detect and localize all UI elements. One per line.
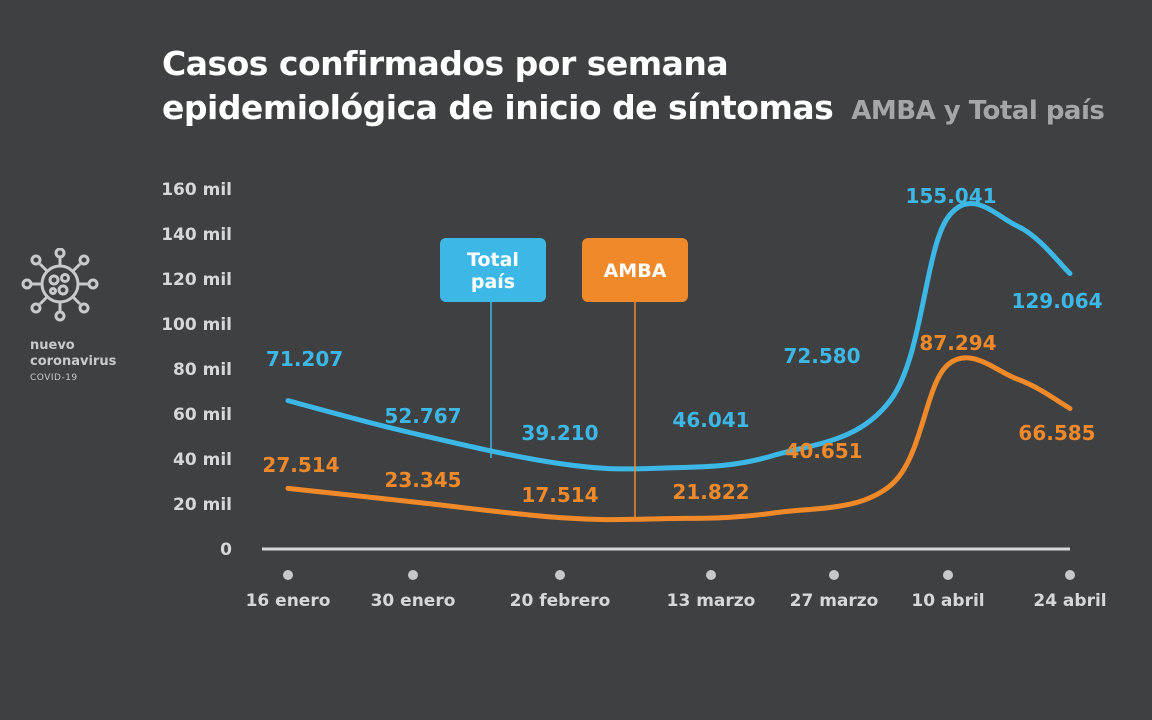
data-label: 155.041 — [905, 184, 996, 208]
y-tick-label: 140 mil — [161, 225, 232, 245]
data-label: 66.585 — [1018, 421, 1095, 445]
legend-box — [582, 238, 688, 302]
x-tick-label: 13 marzo — [667, 591, 756, 611]
chart-title: Casos confirmados por semana epidemiológ… — [162, 42, 1105, 133]
logo-line-2: coronavirus — [30, 354, 117, 369]
title-line-2: epidemiológica de inicio de síntomas AMBA… — [162, 86, 1105, 133]
data-label: 129.064 — [1011, 289, 1102, 313]
chart-subtitle: AMBA y Total país — [851, 96, 1105, 126]
y-tick-label: 120 mil — [161, 270, 232, 290]
y-tick-label: 20 mil — [173, 495, 232, 515]
legend-label: país — [471, 271, 515, 293]
data-label: 72.580 — [783, 344, 860, 368]
title-line-1: Casos confirmados por semana — [162, 44, 729, 83]
x-tick-dot — [283, 570, 293, 580]
x-tick-dot — [555, 570, 565, 580]
covid-logo — [18, 247, 128, 342]
virus-icon — [21, 247, 99, 322]
data-label: 71.207 — [266, 347, 343, 371]
title-line-2-text: epidemiológica de inicio de síntomas — [162, 88, 834, 127]
series-line-amba — [285, 355, 1073, 523]
x-tick-dot — [706, 570, 716, 580]
data-label: 23.345 — [384, 468, 461, 492]
y-tick-label: 0 — [220, 540, 232, 560]
y-tick-label: 40 mil — [173, 450, 232, 470]
x-tick-dot — [943, 570, 953, 580]
x-tick-dot — [1065, 570, 1075, 580]
x-tick-label: 24 abril — [1033, 591, 1106, 611]
logo-line-3: COVID-19 — [30, 373, 78, 383]
legend-label: Total — [467, 249, 519, 271]
data-label: 21.822 — [672, 480, 749, 504]
x-tick-label: 20 febrero — [510, 591, 611, 611]
legend-label: AMBA — [604, 260, 667, 282]
data-label: 39.210 — [521, 421, 598, 445]
y-tick-label: 160 mil — [161, 180, 232, 200]
legend-box — [440, 238, 546, 302]
series-line-total-pais — [285, 201, 1073, 472]
data-label: 52.767 — [384, 404, 461, 428]
x-tick-dot — [408, 570, 418, 580]
x-tick-label: 16 enero — [246, 591, 331, 611]
data-label: 87.294 — [919, 331, 996, 355]
x-tick-label: 27 marzo — [790, 591, 879, 611]
data-label: 40.651 — [785, 439, 862, 463]
y-tick-label: 80 mil — [173, 360, 232, 380]
logo-line-1: nuevo — [30, 338, 75, 353]
x-tick-label: 30 enero — [371, 591, 456, 611]
logo-text: nuevo coronavirus COVID-19 — [30, 338, 116, 386]
data-label: 17.514 — [521, 483, 598, 507]
y-tick-label: 100 mil — [161, 315, 232, 335]
y-tick-label: 60 mil — [173, 405, 232, 425]
x-tick-dot — [829, 570, 839, 580]
data-label: 46.041 — [672, 408, 749, 432]
data-label: 27.514 — [262, 453, 339, 477]
x-tick-label: 10 abril — [911, 591, 984, 611]
